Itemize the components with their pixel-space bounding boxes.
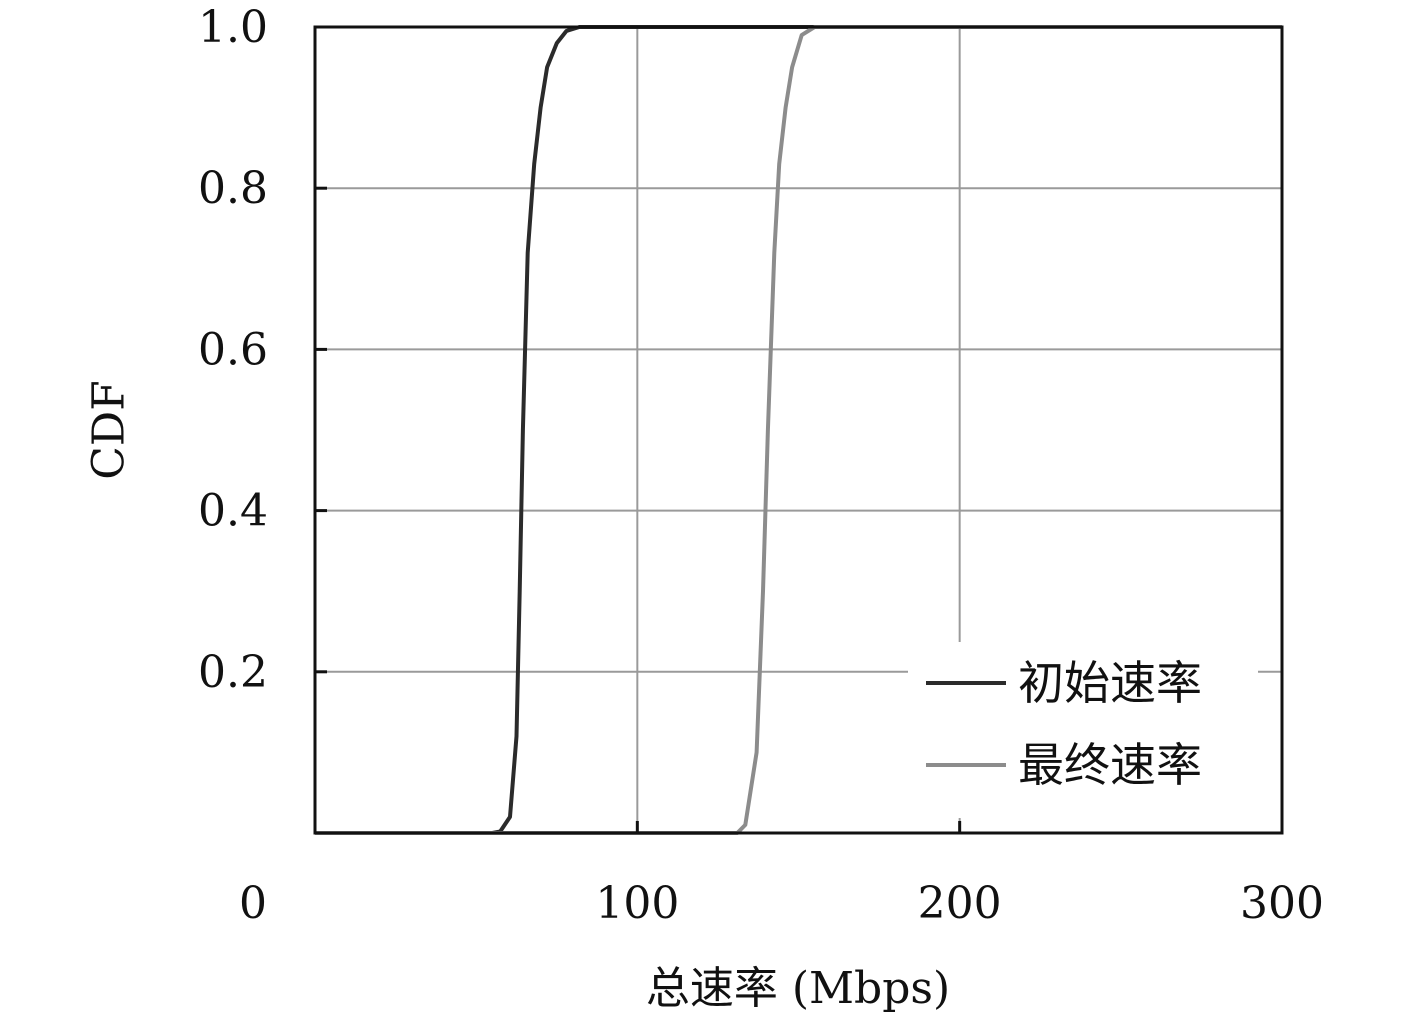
series-line-2 bbox=[315, 25, 1282, 835]
legend-label-2: 最终速率 bbox=[1018, 738, 1202, 792]
x-tick-label: 0 bbox=[239, 878, 267, 929]
y-tick-label: 0.8 bbox=[198, 163, 268, 214]
series-layer bbox=[315, 25, 1282, 835]
x-tick-label: 200 bbox=[918, 878, 1002, 929]
legend-label-1: 初始速率 bbox=[1018, 656, 1202, 710]
series-line-1 bbox=[315, 25, 1282, 835]
y-axis-title: CDF bbox=[84, 380, 135, 479]
y-tick-label: 0.6 bbox=[198, 324, 268, 375]
x-tick-label: 300 bbox=[1240, 878, 1324, 929]
ticks: 0.2 0.4 0.6 0.8 1.0 0 100 200 300 bbox=[198, 2, 1324, 929]
legend-box bbox=[908, 642, 1258, 818]
x-axis-title: 总速率 (Mbps) bbox=[646, 963, 950, 1014]
plot-frame bbox=[313, 25, 1284, 835]
y-tick-label: 0.4 bbox=[198, 486, 268, 537]
y-tick-label: 1.0 bbox=[198, 2, 268, 53]
x-tick-label: 100 bbox=[595, 878, 679, 929]
y-tick-label: 0.2 bbox=[198, 647, 268, 698]
